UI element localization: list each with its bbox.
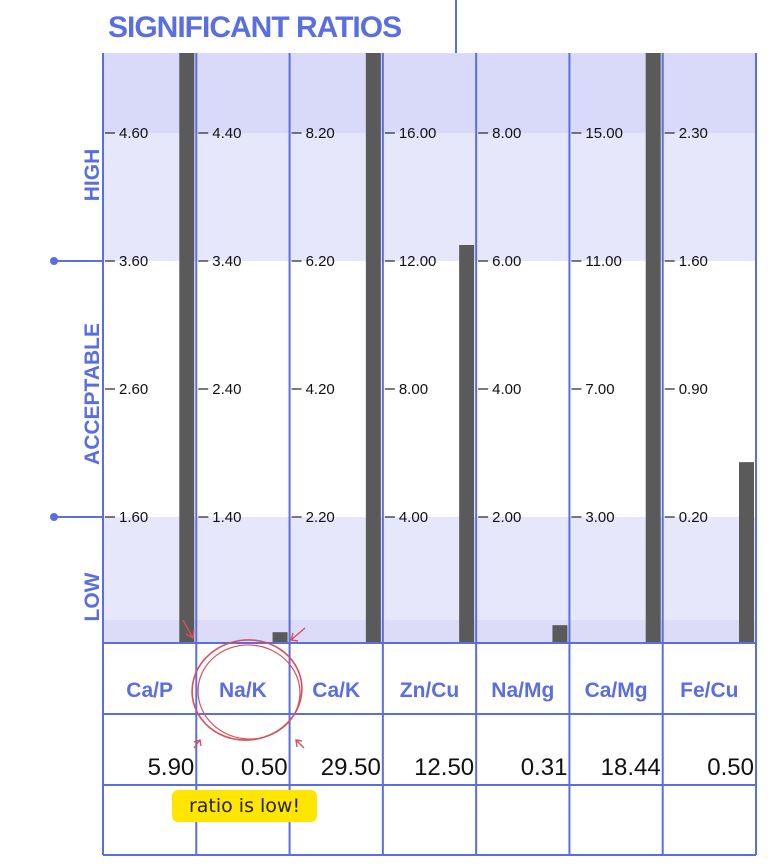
bar-na-mg	[552, 625, 568, 643]
category-label-na-k: Na/K	[219, 679, 267, 702]
annotation-circle-inner	[197, 644, 301, 740]
tick-label-0-1: 3.60	[119, 253, 148, 270]
bar-na-k	[272, 632, 288, 643]
zone-boundary-dot-2	[50, 513, 58, 521]
annotation-arrow-2	[290, 627, 306, 642]
zone-label-high: HIGH	[81, 149, 104, 202]
low-band-bottom	[103, 620, 756, 643]
bar-ca-k	[365, 53, 381, 643]
tick-label-0-2: 2.60	[119, 381, 148, 398]
category-label-na-mg: Na/Mg	[491, 679, 554, 702]
tick-label-3-0: 16.00	[399, 125, 437, 142]
zone-label-low: LOW	[81, 572, 104, 621]
category-label-ca-k: Ca/K	[312, 679, 360, 702]
tick-label-6-3: 0.20	[679, 509, 708, 526]
category-label-ca-p: Ca/P	[126, 679, 173, 702]
zone-label-acceptable: ACCEPTABLE	[81, 323, 104, 465]
category-label-ca-mg: Ca/Mg	[585, 679, 648, 702]
tick-label-4-1: 6.00	[492, 253, 521, 270]
category-label-fe-cu: Fe/Cu	[680, 679, 738, 702]
category-label-zn-cu: Zn/Cu	[400, 679, 459, 702]
annotation-arrow-1	[182, 619, 195, 640]
bar-fe-cu	[739, 462, 754, 643]
tick-label-5-1: 11.00	[585, 253, 621, 270]
value-label-ca-p: 5.90	[148, 754, 195, 781]
annotation-note: ratio is low!	[172, 790, 317, 822]
value-label-zn-cu: 12.50	[414, 754, 474, 781]
tick-label-3-1: 12.00	[399, 253, 437, 270]
tick-label-5-3: 3.00	[585, 509, 614, 526]
value-label-ca-mg: 18.44	[601, 754, 661, 781]
tick-label-1-3: 1.40	[212, 509, 241, 526]
tick-label-0-3: 1.60	[119, 509, 148, 526]
bar-ca-p	[179, 53, 195, 643]
annotation-arrow-3	[193, 739, 202, 749]
tick-label-3-3: 4.00	[399, 509, 428, 526]
tick-label-5-0: 15.00	[585, 125, 623, 142]
tick-label-3-2: 8.00	[399, 381, 428, 398]
tick-label-2-1: 6.20	[306, 253, 335, 270]
tick-label-2-3: 2.20	[306, 509, 335, 526]
tick-label-6-1: 1.60	[679, 253, 708, 270]
value-label-na-mg: 0.31	[521, 754, 568, 781]
tick-label-0-0: 4.60	[119, 125, 148, 142]
tick-label-6-0: 2.30	[679, 125, 708, 142]
bar-ca-mg	[645, 53, 661, 643]
value-label-fe-cu: 0.50	[707, 754, 754, 781]
tick-label-1-2: 2.40	[212, 381, 241, 398]
value-label-ca-k: 29.50	[321, 754, 381, 781]
tick-label-1-1: 3.40	[212, 253, 241, 270]
tick-label-1-0: 4.40	[212, 125, 241, 142]
tick-label-6-2: 0.90	[679, 381, 708, 398]
annotation-arrow-4	[295, 739, 305, 749]
chart-title: SIGNIFICANT RATIOS	[108, 11, 401, 44]
tick-label-5-2: 7.00	[585, 381, 614, 398]
tick-label-4-2: 4.00	[492, 381, 521, 398]
tick-label-4-0: 8.00	[492, 125, 521, 142]
bar-zn-cu	[459, 245, 475, 643]
value-label-na-k: 0.50	[241, 754, 288, 781]
tick-label-4-3: 2.00	[492, 509, 521, 526]
zone-boundary-dot-1	[50, 257, 58, 265]
tick-label-2-0: 8.20	[306, 125, 335, 142]
tick-label-2-2: 4.20	[306, 381, 335, 398]
